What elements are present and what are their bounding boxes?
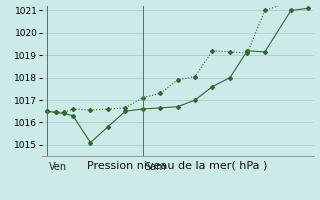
Text: Sam: Sam [144,162,166,172]
X-axis label: Pression niveau de la mer( hPa ): Pression niveau de la mer( hPa ) [87,160,268,170]
Text: Ven: Ven [49,162,67,172]
